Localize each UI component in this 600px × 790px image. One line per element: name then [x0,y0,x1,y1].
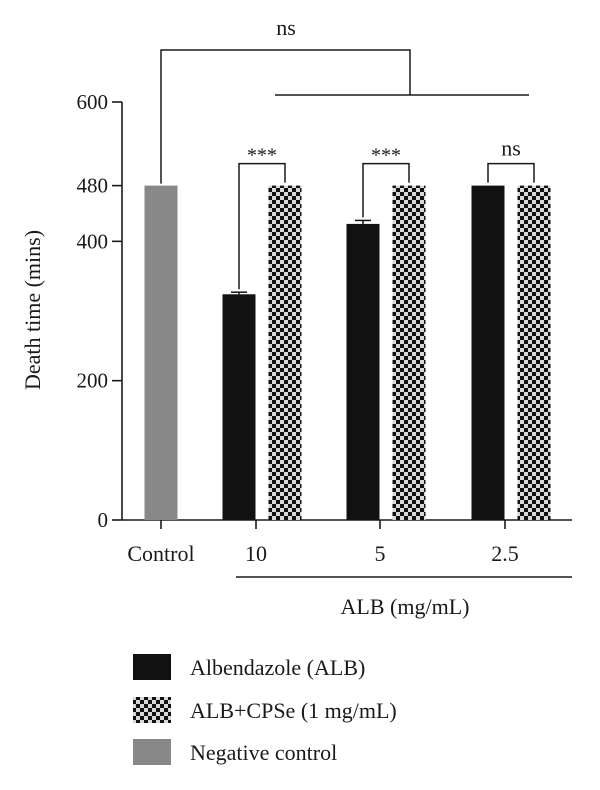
bars [144,185,551,520]
legend-swatch [133,739,171,765]
bracket-pair [362,162,410,218]
y-tick-label: 480 [77,174,109,198]
y-tick-label: 200 [77,369,109,393]
significance-label: *** [371,145,401,167]
significance-label: *** [247,145,277,167]
legend-label: Negative control [190,740,337,765]
axes: 0 200 400 480 600 Control 10 5 2.5 [77,90,572,578]
bar [268,185,302,520]
x-tick-label: 10 [245,541,267,566]
bar [517,185,551,520]
bar [392,185,426,520]
bar [222,294,256,520]
bar [471,185,505,520]
legend-swatch [133,654,171,680]
legend-label: Albendazole (ALB) [190,655,365,680]
y-tick-label: 600 [77,90,109,114]
legend: Albendazole (ALB) ALB+CPSe (1 mg/mL) Negat… [133,654,397,765]
x-tick-label: 2.5 [491,541,519,566]
x-tick-label: 5 [375,541,386,566]
legend-label: ALB+CPSe (1 mg/mL) [190,698,397,723]
x-tick-label: Control [127,541,194,566]
significance-label: ns [276,15,296,40]
bracket-pair [238,162,286,290]
bar [144,185,178,520]
y-tick-label: 0 [98,508,109,532]
x-axis-label: ALB (mg/mL) [341,594,470,619]
bar [346,223,380,520]
bracket-pair [487,162,535,183]
significance-label: ns [501,136,521,161]
legend-swatch [133,697,171,723]
bracket-top [160,49,411,184]
y-tick-label: 400 [77,229,109,253]
axis-labels: Death time (mins) ALB (mg/mL) [20,230,469,619]
significance-brackets: ns *** *** ns [160,15,535,290]
y-axis-label: Death time (mins) [20,230,45,390]
